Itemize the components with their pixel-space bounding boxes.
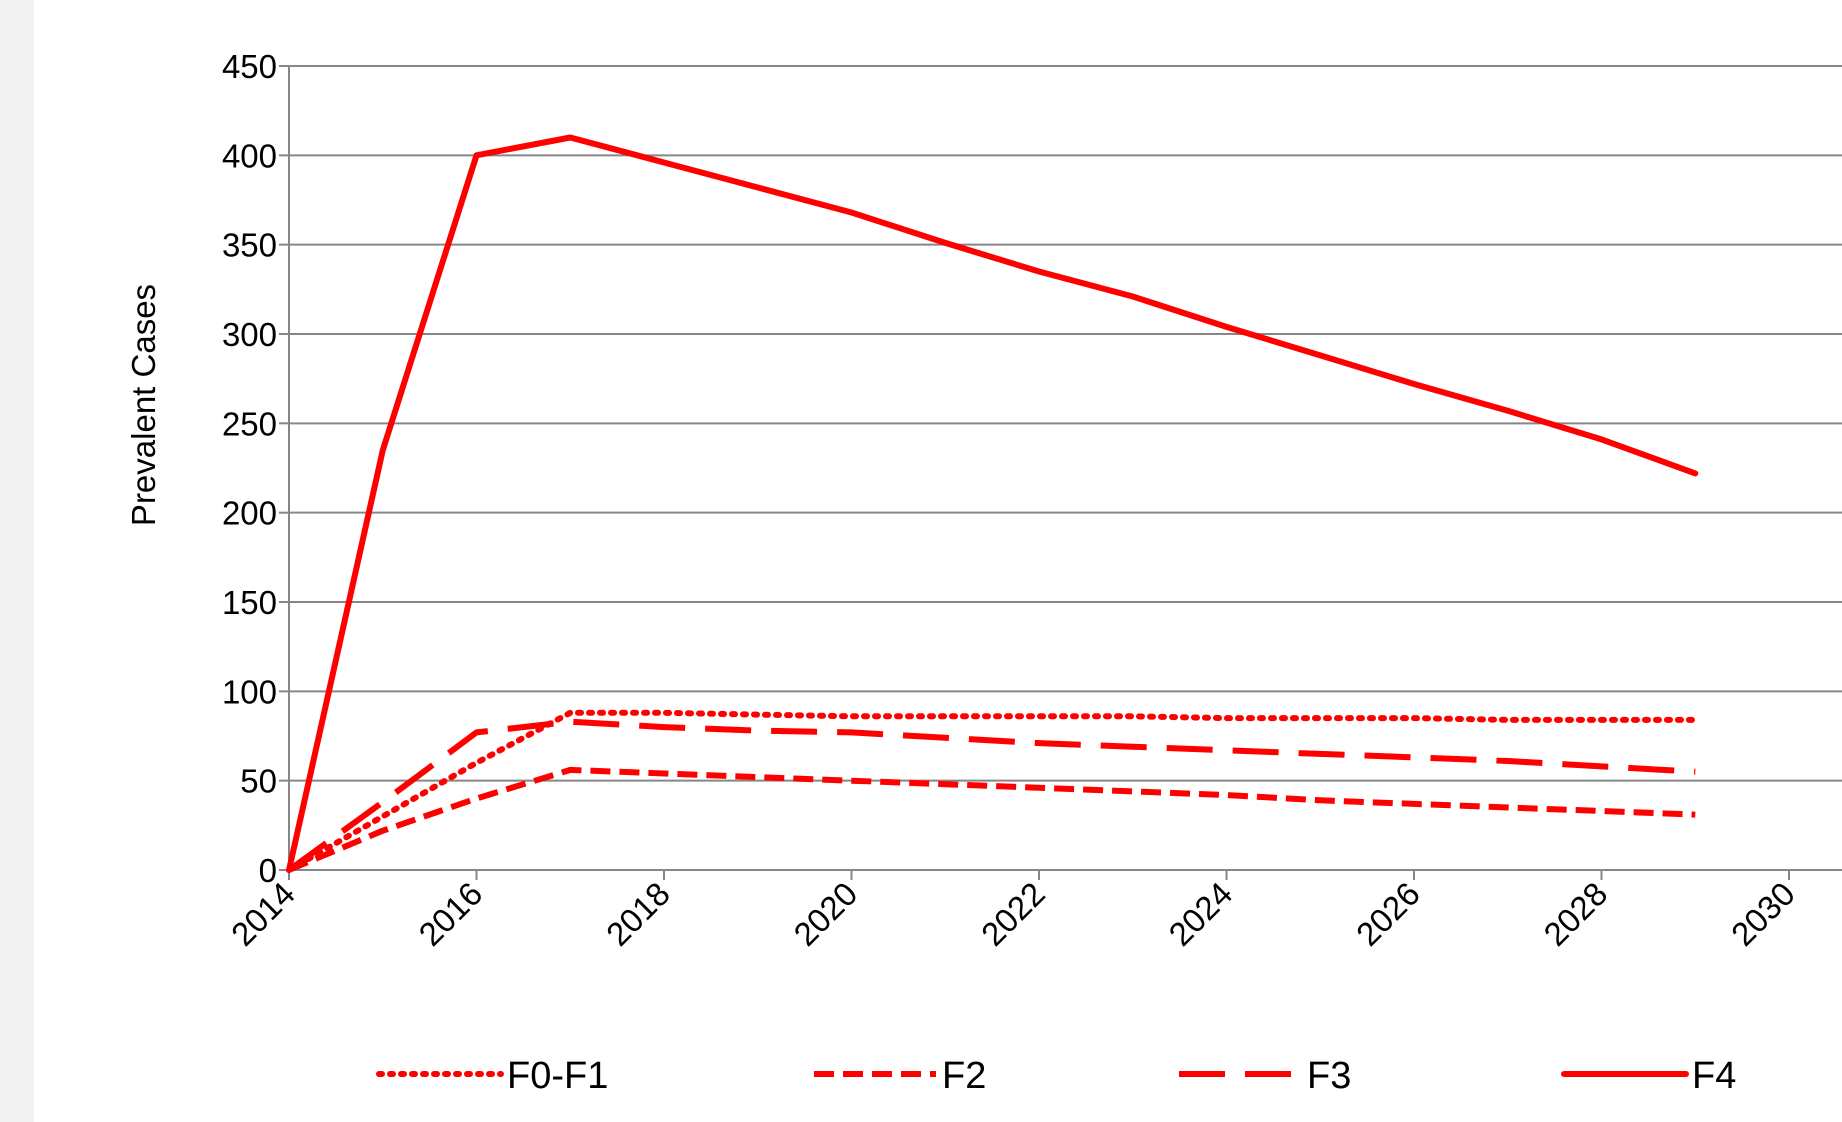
line-chart: 0 50 100 150 200 250 300 350 400 450 2014 2016 2018… (125, 48, 1842, 1097)
y-axis-ticks: 0 50 100 150 200 250 300 350 400 450 (222, 48, 289, 889)
y-tick-label-0: 0 (259, 852, 277, 889)
y-tick-label-200: 200 (222, 495, 277, 532)
x-tick-label-2020: 2020 (786, 875, 864, 953)
y-tick-label-350: 350 (222, 227, 277, 264)
y-tick-label-50: 50 (240, 763, 277, 800)
y-tick-label-150: 150 (222, 584, 277, 621)
gridlines (289, 65, 1842, 782)
x-tick-label-2024: 2024 (1161, 875, 1239, 953)
y-tick-label-300: 300 (222, 316, 277, 353)
legend-label-f2: F2 (942, 1055, 986, 1097)
x-tick-label-2016: 2016 (411, 875, 489, 953)
legend-label-f4: F4 (1692, 1055, 1736, 1097)
x-axis-ticks: 2014 2016 2018 2020 2022 2024 2026 2028 2030 (224, 870, 1802, 953)
y-tick-label-400: 400 (222, 137, 277, 174)
series-line-f0-f1 (286, 709, 1699, 873)
series-line-f3 (287, 718, 1696, 873)
legend: F0-F1 F2 F3 F4 (376, 1055, 1736, 1097)
y-tick-label-250: 250 (222, 405, 277, 442)
x-tick-label-2026: 2026 (1349, 875, 1427, 953)
chart-canvas: 0 50 100 150 200 250 300 350 400 450 2014 2016 2018… (34, 0, 1842, 1122)
y-tick-label-100: 100 (222, 673, 277, 710)
x-tick-label-2014: 2014 (224, 875, 302, 953)
x-tick-label-2022: 2022 (974, 875, 1052, 953)
series-lines (286, 134, 1699, 873)
y-tick-label-450: 450 (222, 48, 277, 85)
x-tick-label-2028: 2028 (1536, 875, 1614, 953)
legend-label-f0-f1: F0-F1 (507, 1055, 608, 1097)
x-tick-label-2030: 2030 (1724, 875, 1802, 953)
series-line-f2 (287, 766, 1696, 873)
axes (279, 66, 1842, 880)
x-tick-label-2018: 2018 (599, 875, 677, 953)
legend-label-f3: F3 (1307, 1055, 1351, 1097)
y-axis-title: Prevalent Cases (125, 284, 162, 526)
series-line-f4 (286, 134, 1699, 873)
